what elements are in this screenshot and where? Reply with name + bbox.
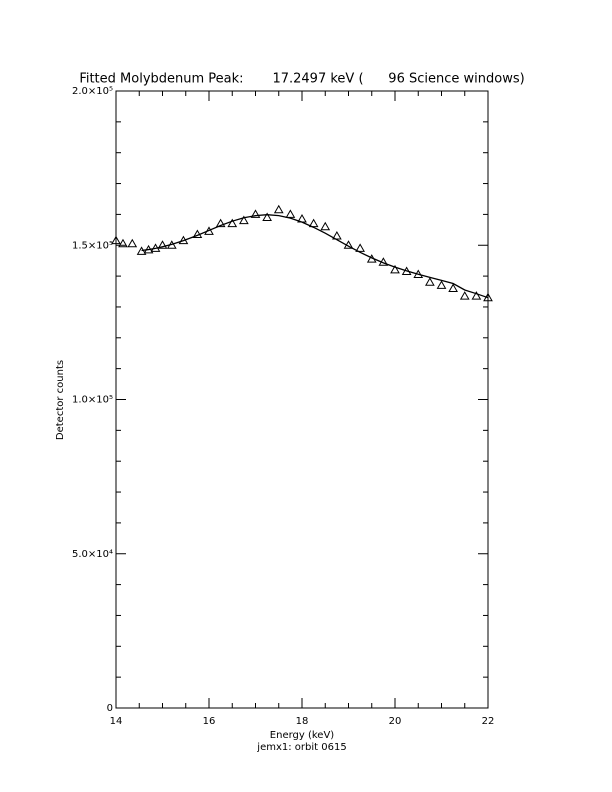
fit-line (141, 214, 489, 299)
data-point (448, 283, 458, 292)
x-tick-label: 20 (389, 716, 402, 727)
data-point (118, 238, 128, 248)
data-point (262, 212, 272, 221)
data-point (136, 246, 147, 255)
data-point (390, 264, 400, 274)
y-tick-label: 2.0×10⁵ (72, 86, 113, 97)
plot-frame (115, 90, 489, 709)
data-point (285, 209, 296, 218)
x-tick-label: 22 (482, 716, 495, 727)
chart-title: Fitted Molybdenum Peak: 17.2497 keV ( 96… (79, 72, 524, 87)
data-point (436, 280, 447, 289)
x-tick-label: 18 (296, 716, 309, 727)
data-point (111, 235, 121, 245)
data-point (273, 204, 284, 214)
data-point (320, 221, 331, 231)
x-axis-label: Energy (keV) (270, 730, 335, 741)
y-axis-label: Detector counts (55, 360, 66, 440)
data-point (355, 243, 365, 252)
y-tick-label: 1.5×10⁵ (72, 240, 113, 251)
data-point (157, 240, 168, 249)
x-tick-label: 14 (110, 716, 123, 727)
data-point (127, 238, 138, 248)
x-tick-label: 16 (203, 716, 216, 727)
data-point (239, 215, 249, 225)
subtitle: jemx1: orbit 0615 (256, 742, 346, 753)
data-point (425, 277, 435, 286)
data-point (227, 218, 238, 228)
data-point (471, 291, 482, 300)
data-point (250, 209, 261, 218)
y-tick-label: 1.0×10⁵ (72, 395, 113, 406)
data-point (459, 291, 470, 300)
y-tick-label: 5.0×10⁴ (72, 549, 113, 560)
y-tick-label: 0 (107, 703, 113, 714)
data-point (215, 218, 226, 228)
